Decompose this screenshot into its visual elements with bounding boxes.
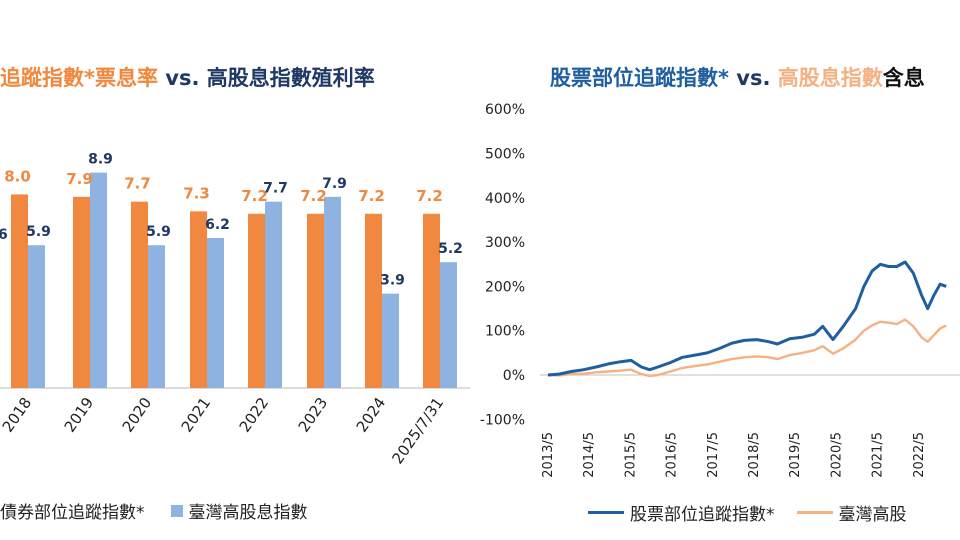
bar-category-5: 2023	[295, 394, 332, 436]
line-series-0	[547, 260, 947, 377]
legend-dividend-right-label: 臺灣高股	[838, 505, 907, 525]
right-title-part4: 含息	[882, 66, 925, 90]
y-tick-6: 500%	[485, 147, 525, 163]
bar-dividend-3	[207, 237, 224, 388]
bar-dividend-4	[265, 201, 282, 388]
partial-bar-label: 6	[0, 227, 8, 243]
bar-category-4: 2022	[236, 394, 273, 436]
bar-dividend-label-0: 5.9	[26, 224, 51, 240]
bar-dividend-5	[324, 196, 341, 388]
legend-lightblue-swatch	[170, 504, 183, 517]
bar-bond-1	[73, 196, 90, 388]
right-title-part1: 股票部位追蹤指數*	[550, 66, 729, 90]
bar-dividend-6	[382, 293, 399, 388]
legend-navy-line	[588, 511, 624, 514]
bar-bond-label-2: 7.7	[124, 175, 151, 193]
bar-category-1: 2019	[61, 394, 98, 436]
x-tick-3: 2016/5	[665, 432, 680, 478]
x-tick-5: 2018/5	[747, 432, 762, 478]
x-tick-9: 2022/5	[912, 432, 927, 478]
y-tick-4: 300%	[485, 235, 525, 251]
bar-bond-label-7: 7.2	[416, 187, 443, 205]
bar-dividend-label-1: 8.9	[88, 152, 113, 168]
x-tick-7: 2020/5	[829, 432, 844, 478]
bar-dividend-label-4: 7.7	[263, 181, 288, 197]
bar-bond-label-1: 7.9	[66, 170, 93, 188]
bar-category-3: 2021	[178, 394, 215, 436]
bar-dividend-label-7: 5.2	[438, 241, 463, 257]
y-tick-7: 600%	[485, 102, 525, 118]
bar-bond-7	[423, 213, 440, 388]
x-tick-4: 2017/5	[706, 432, 721, 478]
bar-category-2: 2020	[119, 394, 156, 436]
bar-dividend-label-2: 5.9	[146, 224, 171, 240]
left-legend: 債券部位追蹤指數* 臺灣高股息指數	[0, 498, 308, 523]
bar-bond-3	[190, 211, 207, 388]
bar-bond-6	[365, 213, 382, 388]
bar-bond-label-0: 8.0	[4, 167, 31, 185]
left-chart-title: 追蹤指數*票息率 vs. 高股息指數殖利率	[0, 62, 375, 92]
right-legend: 股票部位追蹤指數* 臺灣高股	[588, 500, 907, 525]
legend-stock-label: 股票部位追蹤指數*	[630, 505, 775, 525]
right-title-vs: vs.	[728, 66, 778, 90]
x-tick-8: 2021/5	[871, 432, 886, 478]
y-tick-1: 0%	[503, 368, 525, 384]
x-tick-1: 2014/5	[582, 432, 597, 478]
left-title-vs: vs.	[157, 66, 207, 90]
bar-category-6: 2024	[353, 394, 390, 436]
line-series-1	[547, 318, 947, 378]
bar-bond-label-4: 7.2	[241, 187, 268, 205]
legend-dividend-label: 臺灣高股息指數	[188, 503, 308, 523]
bar-bond-2	[131, 201, 148, 388]
x-tick-2: 2015/5	[623, 432, 638, 478]
bar-bond-5	[307, 213, 324, 388]
x-tick-6: 2019/5	[788, 432, 803, 478]
bar-bond-label-6: 7.2	[358, 187, 385, 205]
bar-bond-label-5: 7.2	[300, 187, 327, 205]
bar-category-0: 2018	[0, 394, 35, 436]
y-tick-3: 200%	[485, 279, 525, 295]
bar-dividend-7	[440, 262, 457, 388]
right-title-part3: 高股息指數	[777, 66, 883, 90]
x-tick-0: 2013/5	[541, 432, 556, 478]
bar-dividend-2	[148, 245, 165, 388]
legend-bond-label: 債券部位追蹤指數*	[0, 503, 145, 523]
bar-dividend-1	[90, 172, 107, 388]
y-tick-0: -100%	[480, 412, 525, 428]
bar-bond-label-3: 7.3	[183, 184, 210, 202]
bar-category-7: 2025/7/31	[388, 394, 447, 467]
bar-dividend-label-3: 6.2	[205, 217, 230, 233]
bar-bond-4	[248, 213, 265, 388]
bar-bond-0	[11, 194, 28, 388]
y-tick-2: 100%	[485, 324, 525, 340]
legend-peach-line	[796, 511, 833, 514]
left-title-part3: 高股息指數殖利率	[206, 66, 375, 90]
bar-dividend-label-6: 3.9	[380, 273, 405, 289]
y-tick-5: 400%	[485, 191, 525, 207]
left-title-part1: 追蹤指數*票息率	[0, 66, 158, 90]
bar-dividend-label-5: 7.9	[322, 176, 347, 192]
right-chart-title: 股票部位追蹤指數* vs. 高股息指數含息	[550, 62, 925, 92]
bar-dividend-0	[28, 245, 45, 388]
